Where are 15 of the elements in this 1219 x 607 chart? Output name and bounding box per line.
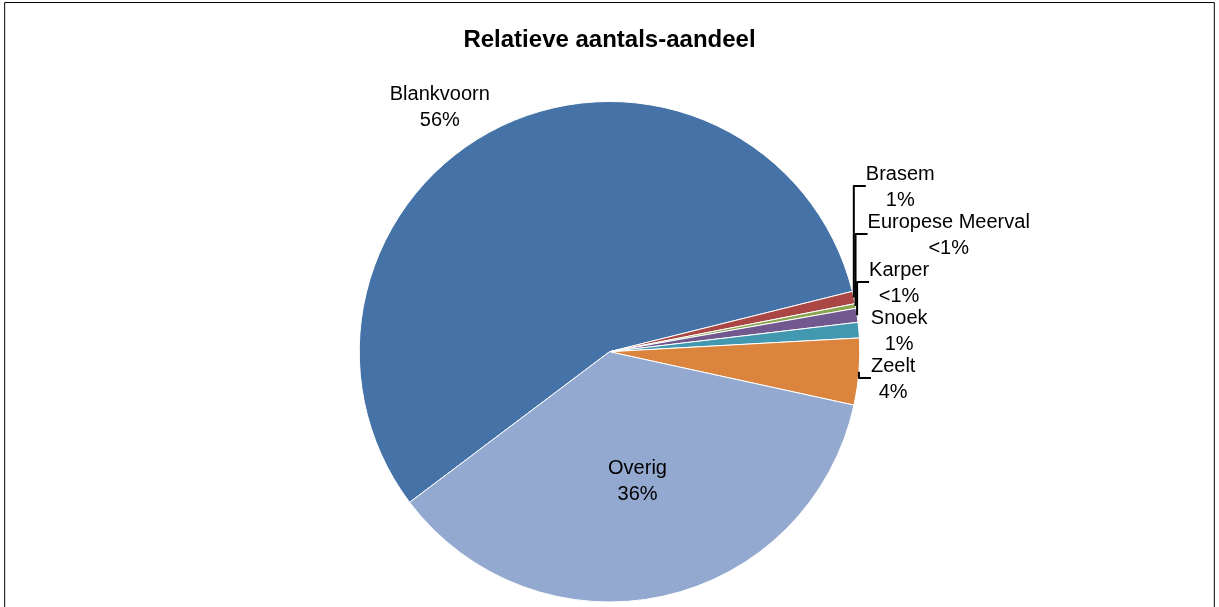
slice-label: Snoek	[870, 305, 929, 328]
data-label: <1%	[878, 283, 920, 306]
data-label: <1%	[928, 235, 970, 258]
data-label: 36%	[617, 481, 658, 504]
data-label: 56%	[419, 108, 461, 131]
slice-label: Brasem	[865, 161, 935, 184]
data-label: 1%	[884, 331, 914, 354]
slice-label: Europese Meerval	[867, 209, 1030, 232]
slice-label: Zeelt	[870, 353, 916, 376]
data-label: 4%	[878, 379, 908, 402]
slice-label: Overig	[608, 455, 667, 478]
chart-title: Relatieve aantals-aandeel	[463, 25, 756, 53]
slice-label: Karper	[869, 257, 930, 280]
slice-label: Blankvoorn	[389, 82, 490, 105]
data-label: 1%	[885, 187, 915, 210]
